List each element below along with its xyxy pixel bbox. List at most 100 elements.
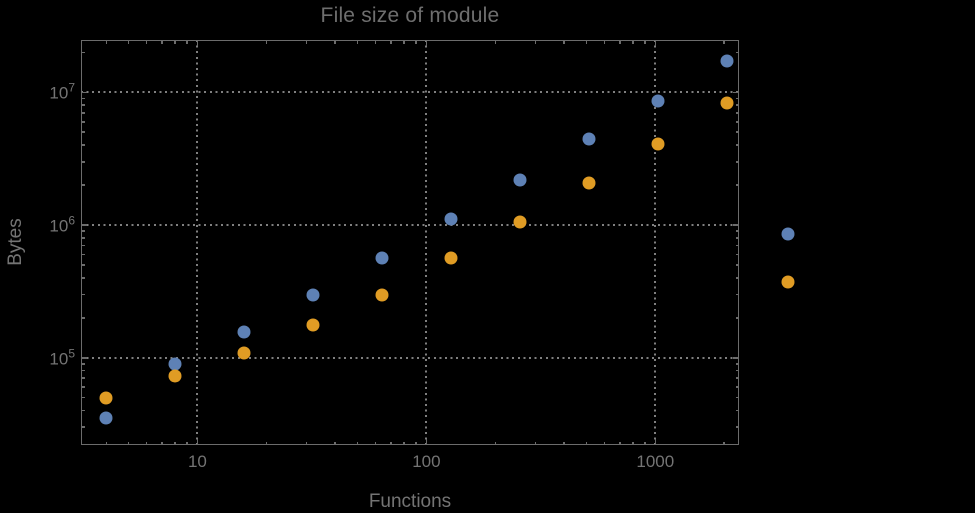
- x-tick-bottom-50: [356, 441, 359, 445]
- y-tick-label-10000000: 107: [49, 81, 75, 103]
- x-tick-bottom-8: [174, 441, 177, 445]
- x-tick-label-100: 100: [412, 452, 441, 471]
- x-tick-top-7: [161, 40, 163, 44]
- y-tick-left-50000: [81, 396, 85, 399]
- y-tick-left-20000000: [81, 51, 85, 54]
- data-point-series-1-x32: [306, 288, 320, 302]
- y-axis-label: Bytes: [5, 218, 26, 266]
- x-tick-bottom-80: [403, 441, 405, 445]
- y-tick-right-20000000: [735, 51, 739, 54]
- data-point-series-2-x3800: [781, 275, 795, 289]
- y-tick-right-1000000: [733, 224, 739, 226]
- x-tick-bottom-30: [305, 441, 308, 445]
- y-tick-right-70000: [735, 377, 739, 380]
- x-tick-top-10: [196, 40, 199, 46]
- plot-frame: [81, 40, 739, 445]
- y-tick-left-600000: [81, 253, 85, 256]
- y-tick-left-40000: [81, 409, 85, 412]
- x-tick-top-6: [145, 40, 148, 44]
- data-point-series-2-x256: [513, 215, 527, 229]
- y-tick-left-6000000: [81, 120, 85, 123]
- x-tick-bottom-300: [534, 441, 537, 445]
- x-tick-bottom-700: [619, 441, 621, 445]
- data-point-series-2-x8: [168, 369, 182, 383]
- y-tick-right-100000: [733, 356, 739, 359]
- x-tick-label-1000: 1000: [636, 452, 675, 471]
- y-tick-right-300000: [735, 293, 739, 296]
- y-tick-left-5000000: [81, 131, 85, 134]
- gridline-x-10: [196, 40, 199, 445]
- x-tick-top-600: [603, 40, 606, 44]
- data-point-series-2-x32: [306, 318, 320, 332]
- x-tick-bottom-10: [196, 439, 199, 445]
- x-tick-label-10: 10: [187, 452, 207, 471]
- y-tick-label-1000000: 106: [49, 213, 75, 236]
- data-point-series-2-x1024: [651, 137, 665, 151]
- y-tick-left-300000: [81, 293, 85, 296]
- y-tick-right-2000000: [735, 184, 739, 186]
- x-tick-top-400: [563, 40, 565, 44]
- y-tick-left-80000: [81, 369, 85, 372]
- x-tick-top-80: [403, 40, 405, 44]
- x-tick-top-90: [415, 40, 417, 44]
- x-tick-bottom-6: [145, 441, 148, 445]
- y-tick-left-70000: [81, 377, 85, 380]
- y-tick-right-90000: [735, 363, 739, 365]
- x-tick-bottom-900: [644, 441, 646, 445]
- x-tick-top-200: [494, 40, 497, 44]
- x-tick-bottom-7: [161, 441, 163, 445]
- x-tick-top-30: [305, 40, 308, 44]
- y-tick-left-4000000: [81, 144, 85, 146]
- x-tick-top-4: [105, 40, 108, 44]
- y-tick-right-7000000: [735, 112, 739, 114]
- data-point-series-1-x1024: [651, 94, 665, 108]
- gridline-y-1000000: [81, 224, 739, 227]
- y-tick-right-50000: [735, 396, 739, 399]
- y-tick-left-3000000: [81, 160, 85, 163]
- y-tick-left-2000000: [81, 184, 85, 186]
- x-tick-bottom-800: [632, 441, 634, 445]
- x-tick-bottom-9: [186, 441, 188, 445]
- y-tick-right-3000000: [735, 160, 739, 163]
- y-tick-right-10000000: [733, 91, 739, 94]
- x-tick-top-40: [334, 40, 337, 44]
- y-tick-right-40000: [735, 409, 739, 412]
- data-point-series-2-x2048: [720, 96, 734, 110]
- y-tick-left-400000: [81, 277, 85, 279]
- x-tick-top-100: [425, 40, 428, 46]
- y-tick-left-100000: [81, 356, 87, 359]
- y-tick-left-60000: [81, 386, 85, 388]
- y-tick-left-10000000: [81, 91, 87, 94]
- x-tick-top-300: [534, 40, 537, 44]
- x-tick-top-60: [374, 40, 377, 44]
- data-point-series-1-x4: [99, 411, 113, 425]
- y-tick-left-30000: [81, 426, 85, 428]
- y-tick-right-4000000: [735, 144, 739, 146]
- y-tick-right-600000: [735, 253, 739, 256]
- x-tick-top-900: [644, 40, 646, 44]
- x-tick-bottom-1000: [654, 439, 657, 445]
- chart-title: File size of module: [320, 4, 500, 27]
- x-tick-bottom-100: [425, 439, 428, 445]
- x-tick-bottom-90: [415, 441, 417, 445]
- data-point-series-2-x4: [99, 391, 113, 405]
- data-point-series-1-x3800: [781, 227, 795, 241]
- gridline-x-100: [425, 40, 428, 445]
- y-tick-right-400000: [735, 277, 739, 279]
- y-tick-left-800000: [81, 237, 85, 239]
- x-tick-bottom-70: [390, 441, 392, 445]
- data-point-series-1-x64: [375, 251, 389, 265]
- x-tick-top-8: [174, 40, 177, 44]
- data-point-series-2-x16: [237, 346, 251, 360]
- data-point-series-1-x256: [513, 173, 527, 187]
- data-point-series-1-x512: [582, 132, 596, 146]
- y-tick-right-8000000: [735, 104, 739, 106]
- y-tick-left-90000: [81, 363, 85, 365]
- x-tick-top-50: [356, 40, 359, 44]
- y-tick-left-9000000: [81, 97, 85, 100]
- y-tick-right-200000: [735, 316, 739, 319]
- x-tick-bottom-5: [127, 441, 130, 445]
- x-tick-top-1000: [654, 40, 657, 46]
- x-tick-bottom-4: [105, 441, 108, 445]
